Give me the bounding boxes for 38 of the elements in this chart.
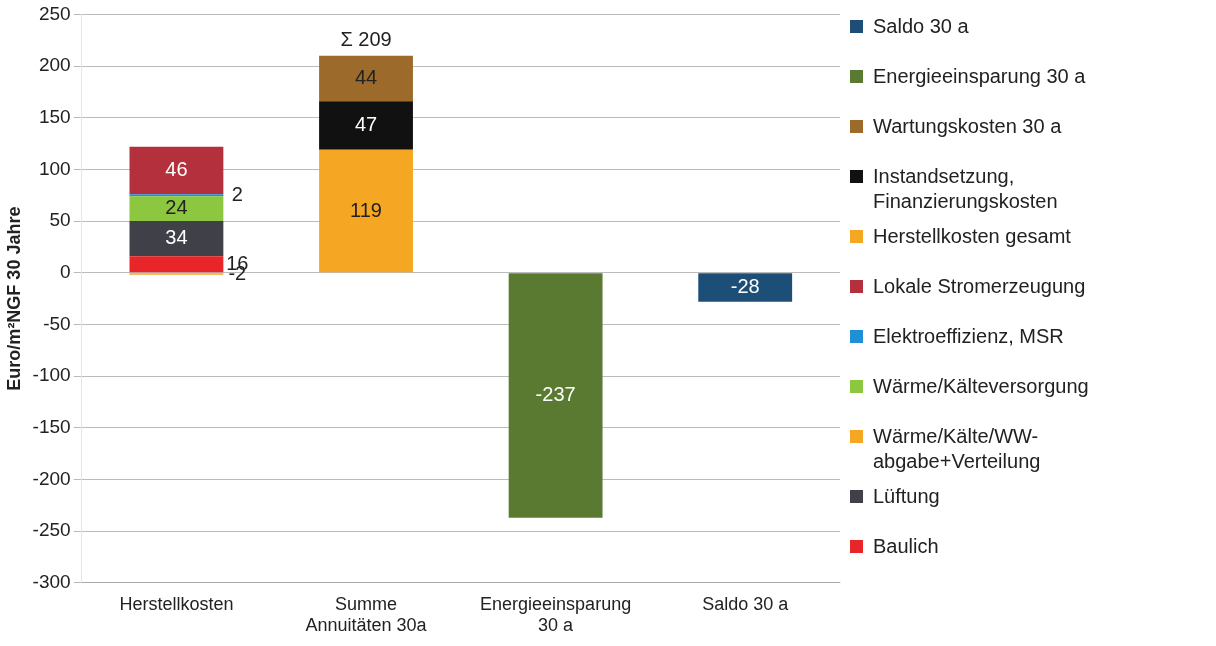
y-tick-label: 100	[38, 157, 71, 179]
data-label: 2	[231, 182, 243, 205]
data-label: 44	[354, 65, 378, 88]
x-tick-label: Herstellkosten	[119, 593, 234, 614]
y-tick-label: -300	[32, 571, 71, 593]
legend-label: Herstellkosten gesamt	[873, 224, 1071, 249]
data-label: 34	[165, 226, 188, 249]
legend-label: Wartungskosten 30 a	[873, 114, 1062, 139]
legend-label: Lokale Stromerzeugung	[873, 274, 1086, 299]
y-axis-title: Euro/m²NGF 30 Jahre	[3, 206, 24, 391]
data-label: 46	[165, 157, 188, 180]
x-tick-label: Energieeinsparung 30 a	[480, 593, 632, 636]
x-tick-label: Summe Annuitäten 30a	[305, 593, 428, 636]
legend-label: Wärme/Kälteversorgung	[873, 374, 1089, 399]
legend-label: Saldo 30 a	[873, 14, 969, 39]
y-tick-label: 150	[38, 105, 71, 127]
data-label: 119	[350, 198, 382, 221]
data-label: -28	[730, 275, 760, 297]
y-tick-label: -150	[32, 416, 71, 438]
data-label: 24	[165, 196, 188, 219]
y-tick-label: -50	[43, 312, 71, 334]
x-tick-label: Saldo 30 a	[702, 593, 790, 614]
y-tick-label: -200	[32, 467, 71, 489]
legend-label: Energieeinsparung 30 a	[873, 64, 1086, 89]
legend-label: Wärme/Kälte/WW-abgabe+Verteilung	[873, 424, 1042, 474]
y-tick-label: 50	[49, 209, 71, 231]
legend-label: Baulich	[873, 534, 939, 559]
data-label: -237	[535, 382, 576, 405]
y-tick-label: 0	[60, 261, 71, 282]
legend-label: Instandsetzung, Finanzierungskosten	[873, 164, 1059, 214]
legend-label: Lüftung	[873, 484, 940, 509]
annotation: Σ 209	[340, 28, 392, 51]
y-tick-label: 250	[38, 2, 71, 24]
legend-label: Elektroeffizienz, MSR	[873, 324, 1064, 349]
y-tick-label: -100	[32, 364, 71, 386]
y-tick-label: 200	[38, 54, 71, 76]
y-tick-label: -250	[32, 519, 71, 541]
data-label: 47	[354, 113, 378, 136]
